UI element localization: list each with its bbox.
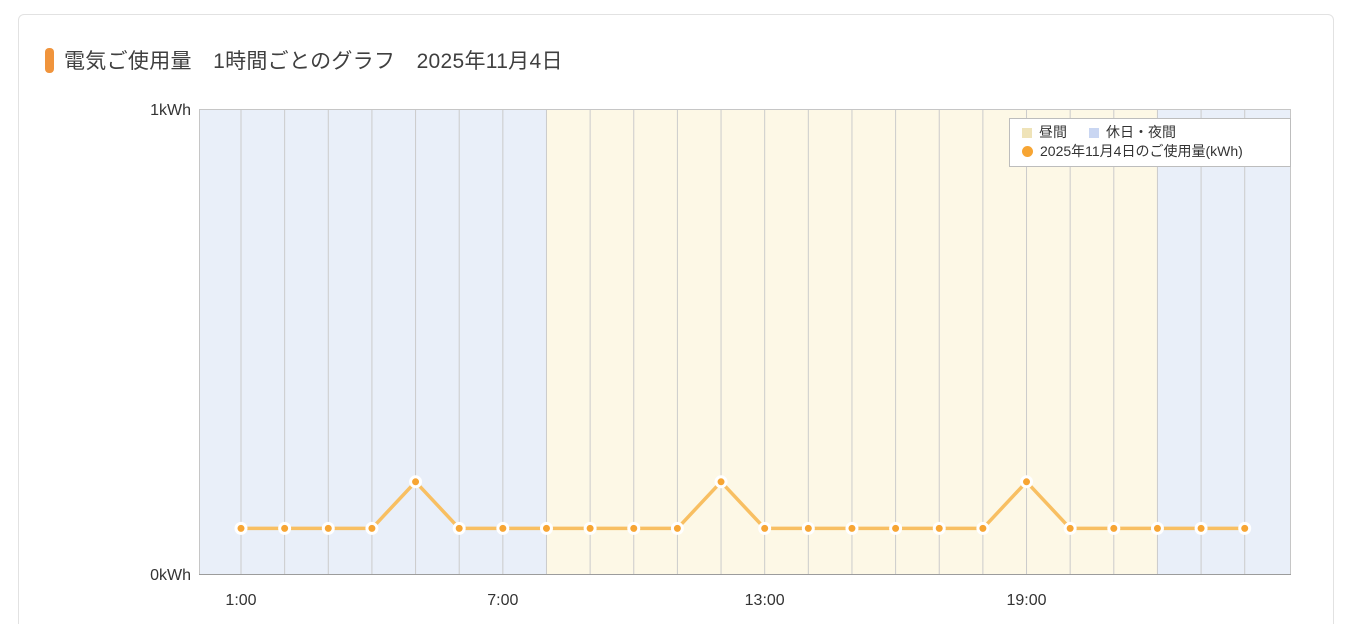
data-point (1020, 475, 1034, 489)
x-tick-label: 7:00 (487, 592, 518, 609)
title-accent-bar-icon (45, 47, 54, 73)
data-point (1107, 521, 1121, 535)
y-axis-min-label: 0kWh (150, 567, 191, 584)
data-point (1150, 521, 1164, 535)
data-point (1238, 521, 1252, 535)
data-point (932, 521, 946, 535)
chart-legend: 昼間 休日・夜間 2025年11月4日のご使用量(kWh) (1009, 118, 1291, 167)
data-point (801, 521, 815, 535)
y-axis-max-label: 1kWh (150, 102, 191, 119)
legend-label-day: 昼間 (1039, 124, 1067, 140)
legend-label-night: 休日・夜間 (1106, 124, 1176, 140)
data-point (1194, 521, 1208, 535)
usage-line-chart-svg: 1:00 7:00 13:00 19:00 1kWh 0kWh (150, 102, 1291, 609)
data-point (845, 521, 859, 535)
data-point (627, 521, 641, 535)
day-band-swatch-icon (1022, 127, 1032, 138)
x-tick-label: 19:00 (1006, 592, 1046, 609)
legend-row-series: 2025年11月4日のご使用量(kWh) (1022, 142, 1280, 161)
background-band (199, 109, 547, 575)
data-point (670, 521, 684, 535)
data-point (496, 521, 510, 535)
night-band-swatch-icon (1089, 127, 1099, 138)
chart-plot-area: 1:00 7:00 13:00 19:00 1kWh 0kWh (131, 97, 1311, 624)
legend-label-usage: 2025年11月4日のご使用量(kWh) (1040, 143, 1243, 159)
x-tick-label: 1:00 (225, 592, 256, 609)
data-point (365, 521, 379, 535)
legend-item-night: 休日・夜間 (1089, 123, 1176, 142)
data-point (278, 521, 292, 535)
card-header: 電気ご使用量 1時間ごとのグラフ 2025年11月4日 (45, 45, 563, 75)
usage-line (241, 480, 1245, 531)
legend-item-usage: 2025年11月4日のご使用量(kWh) (1022, 142, 1243, 161)
legend-item-day: 昼間 (1022, 123, 1067, 142)
data-point (583, 521, 597, 535)
data-point (1063, 521, 1077, 535)
data-point (409, 475, 423, 489)
background-band (1157, 109, 1291, 575)
page-title: 電気ご使用量 1時間ごとのグラフ 2025年11月4日 (64, 50, 563, 73)
plot-group (199, 109, 1291, 575)
usage-dot-icon (1022, 146, 1033, 157)
usage-chart: 1:00 7:00 13:00 19:00 1kWh 0kWh 昼間 休日・夜間 (131, 97, 1311, 624)
usage-card: 電気ご使用量 1時間ごとのグラフ 2025年11月4日 1:00 7:00 13:0… (18, 14, 1334, 624)
data-point (714, 475, 728, 489)
legend-row-bands: 昼間 休日・夜間 (1022, 123, 1280, 142)
x-tick-label: 13:00 (745, 592, 785, 609)
data-point (539, 521, 553, 535)
data-point (452, 521, 466, 535)
data-point (234, 521, 248, 535)
data-point (889, 521, 903, 535)
data-point (976, 521, 990, 535)
data-point (758, 521, 772, 535)
data-point (321, 521, 335, 535)
